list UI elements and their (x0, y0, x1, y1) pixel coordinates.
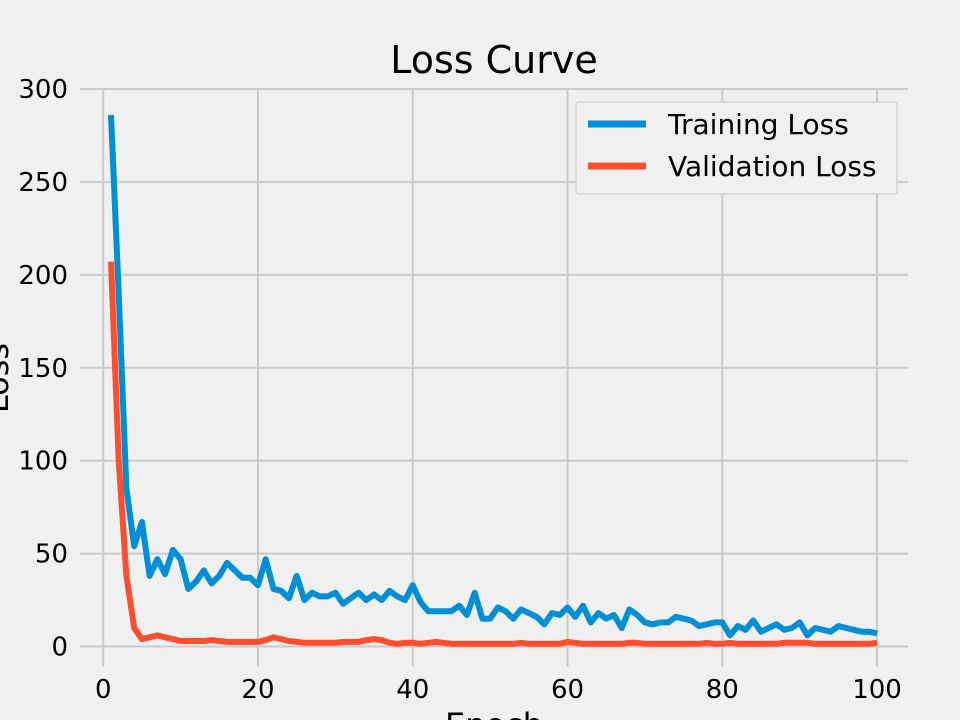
series-lines (108, 114, 878, 647)
x-tick-label: 0 (95, 675, 112, 705)
x-tick-label: 60 (551, 675, 584, 705)
legend-label-validation: Validation Loss (668, 150, 877, 183)
grid-lines (80, 88, 908, 667)
training-loss-line (108, 114, 878, 639)
y-tick-label: 250 (18, 168, 68, 198)
y-tick-label: 200 (18, 261, 68, 291)
x-axis-title: Epoch (445, 706, 543, 720)
y-tick-label: 0 (51, 633, 68, 663)
y-tick-label: 100 (18, 447, 68, 477)
legend-box (575, 101, 898, 195)
y-tick-label: 150 (18, 354, 68, 384)
legend-label-training: Training Loss (667, 108, 849, 141)
y-axis-title: Loss (0, 343, 16, 413)
x-tick-label: 80 (706, 675, 739, 705)
x-tick-label: 20 (241, 675, 274, 705)
chart-title: Loss Curve (390, 38, 598, 82)
tick-labels: 0 20 40 60 80 100 0 50 100 150 200 250 300 (18, 75, 902, 705)
y-tick-label: 50 (35, 540, 68, 570)
legend: Training Loss Validation Loss (575, 101, 898, 195)
y-tick-label: 300 (18, 75, 68, 105)
x-tick-label: 100 (852, 675, 902, 705)
validation-loss-line (108, 261, 878, 647)
x-tick-label: 40 (396, 675, 429, 705)
